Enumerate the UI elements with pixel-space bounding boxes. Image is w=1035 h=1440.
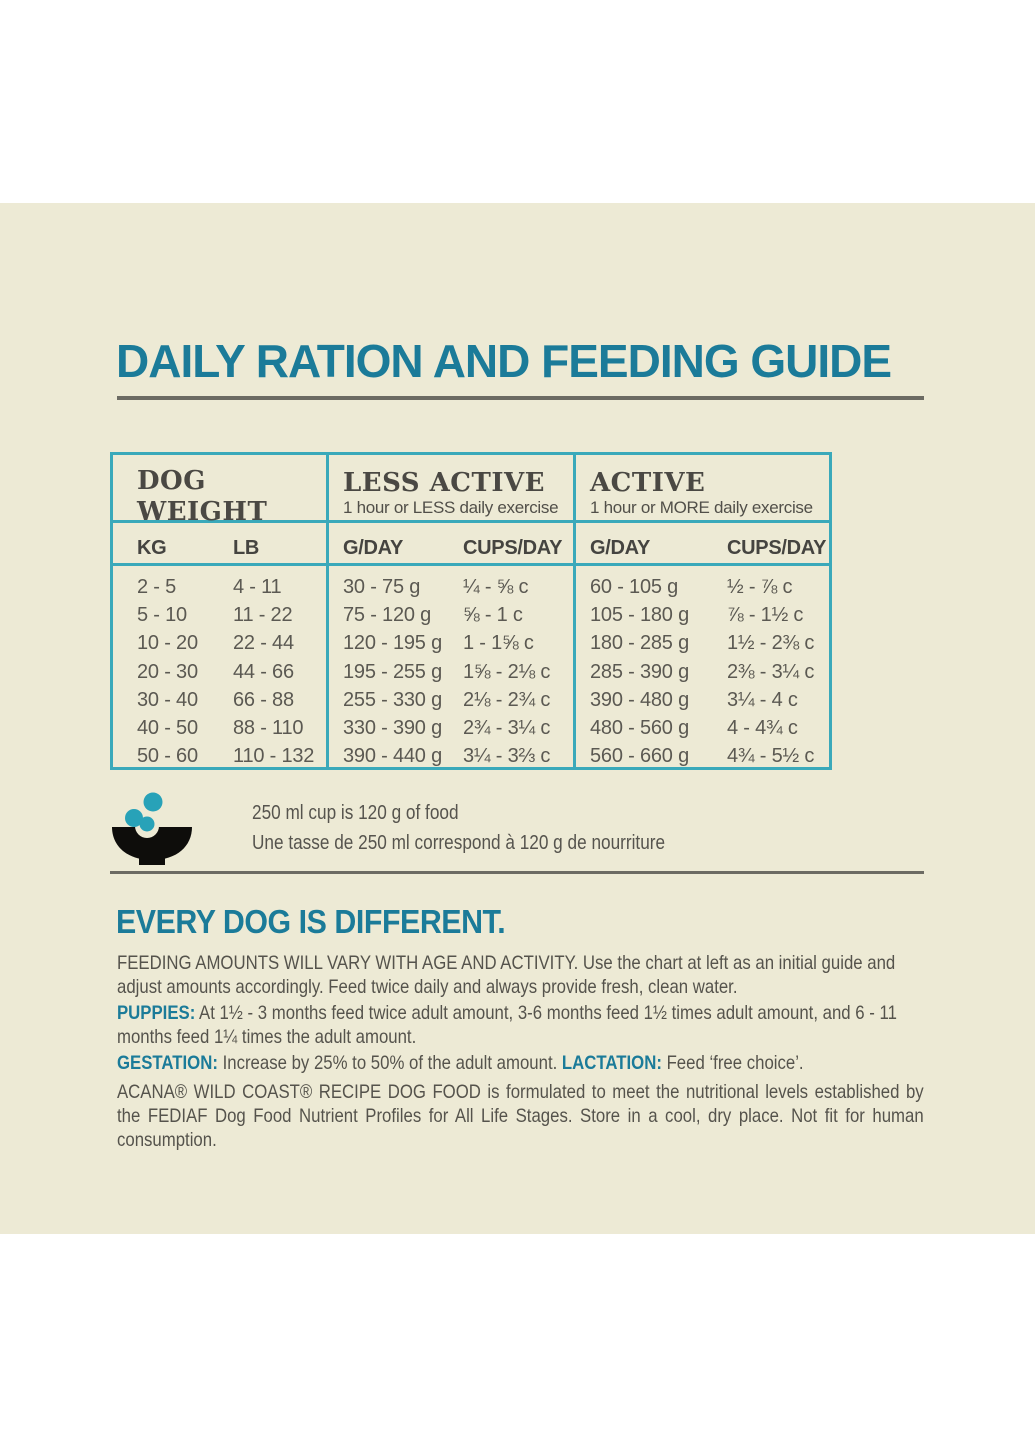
table-cell: 60 - 105 g bbox=[590, 576, 679, 598]
page-title: DAILY RATION AND FEEDING GUIDE bbox=[116, 335, 892, 387]
table-cell: 285 - 390 g bbox=[590, 660, 689, 683]
column-group-less-active: LESS ACTIVE bbox=[343, 468, 545, 498]
table-cell: 5 - 10 bbox=[137, 604, 187, 627]
table-cell: 3¼ - 3⅔ c bbox=[463, 745, 551, 768]
table-cell: 120 - 195 g bbox=[343, 632, 442, 655]
table-cell: 480 - 560 g bbox=[590, 717, 689, 740]
table-cell: 2⅜ - 3¼ c bbox=[727, 660, 815, 683]
table-cell: 2¾ - 3¼ c bbox=[463, 717, 551, 740]
formulation-paragraph: ACANA® WILD COAST® RECIPE DOG FOOD is fo… bbox=[117, 1081, 924, 1151]
column-header-cupsday-2: CUPS/DAY bbox=[727, 537, 827, 559]
table-cell: 390 - 480 g bbox=[590, 688, 689, 711]
table-cell: 560 - 660 g bbox=[590, 745, 689, 768]
table-column-lb: 4 - 11 11 - 22 22 - 44 44 - 66 66 - 88 88 - 1… bbox=[233, 573, 314, 770]
column-header-lb: LB bbox=[233, 537, 260, 559]
puppies-text: At 1½ - 3 months feed twice adult amount… bbox=[117, 1002, 897, 1048]
table-cell: 180 - 285 g bbox=[590, 632, 689, 655]
food-bowl-icon bbox=[112, 792, 192, 865]
table-cell: ⅞ - 1½ c bbox=[727, 604, 804, 627]
table-cell: 4 - 4¾ c bbox=[727, 717, 798, 740]
feeding-guide-table: DOG WEIGHT LESS ACTIVE 1 hour or LESS da… bbox=[110, 452, 832, 770]
table-cell: 2 - 5 bbox=[137, 576, 177, 598]
section-heading: EVERY DOG IS DIFFERENT. bbox=[116, 903, 506, 940]
table-cell: 390 - 440 g bbox=[343, 745, 442, 768]
table-cell: 110 - 132 bbox=[233, 745, 315, 768]
table-cell: ⅝ - 1 c bbox=[463, 604, 523, 627]
table-cell: 44 - 66 bbox=[233, 660, 294, 683]
lactation-label: LACTATION: bbox=[561, 1052, 662, 1074]
table-divider-horizontal bbox=[113, 563, 829, 566]
table-cell: 75 - 120 g bbox=[343, 604, 432, 627]
table-cell: 30 - 40 bbox=[137, 688, 198, 711]
table-cell: 4¾ - 5½ c bbox=[727, 745, 815, 768]
table-cell: 2⅛ - 2¾ c bbox=[463, 688, 551, 711]
table-cell: 330 - 390 g bbox=[343, 717, 442, 740]
cup-note-fr: Une tasse de 250 ml correspond à 120 g d… bbox=[252, 831, 666, 854]
table-cell: 50 - 60 bbox=[137, 745, 198, 768]
column-group-dog-weight: DOG WEIGHT bbox=[137, 466, 268, 527]
column-header-gday-1: G/DAY bbox=[343, 537, 404, 559]
table-cell: 195 - 255 g bbox=[343, 660, 442, 683]
table-cell: 105 - 180 g bbox=[590, 604, 689, 627]
column-header-kg: KG bbox=[137, 537, 167, 559]
table-cell: ½ - ⅞ c bbox=[727, 576, 793, 598]
table-cell: 10 - 20 bbox=[137, 632, 198, 655]
section-divider bbox=[110, 871, 924, 874]
table-column-cupsday-active: ½ - ⅞ c ⅞ - 1½ c 1½ - 2⅜ c 2⅜ - 3¼ c 3¼ - 4 … bbox=[727, 573, 814, 770]
table-cell: 255 - 330 g bbox=[343, 688, 442, 711]
gestation-label: GESTATION: bbox=[117, 1052, 218, 1074]
column-group-less-active-subtitle: 1 hour or LESS daily exercise bbox=[343, 498, 559, 517]
table-cell: 22 - 44 bbox=[233, 632, 294, 655]
cup-conversion-note: 250 ml cup is 120 g of food Une tasse de… bbox=[252, 799, 768, 858]
gestation-lactation-paragraph: GESTATION: Increase by 25% to 50% of the… bbox=[117, 1051, 924, 1075]
table-cell: ¼ - ⅝ c bbox=[463, 576, 529, 598]
column-header-cupsday-1: CUPS/DAY bbox=[463, 537, 563, 559]
table-divider-vertical bbox=[573, 455, 576, 767]
table-cell: 40 - 50 bbox=[137, 717, 198, 740]
puppies-label: PUPPIES: bbox=[117, 1002, 196, 1024]
table-cell: 1½ - 2⅜ c bbox=[727, 632, 815, 655]
cup-note-en: 250 ml cup is 120 g of food bbox=[252, 802, 459, 824]
table-column-kg: 2 - 5 5 - 10 10 - 20 20 - 30 30 - 40 40 - 50 5… bbox=[137, 573, 198, 770]
table-cell: 1 - 1⅝ c bbox=[463, 632, 534, 655]
table-divider-horizontal bbox=[113, 520, 829, 523]
gestation-text: Increase by 25% to 50% of the adult amou… bbox=[217, 1052, 562, 1074]
table-column-gday-less-active: 30 - 75 g 75 - 120 g 120 - 195 g 195 - 255 … bbox=[343, 573, 442, 770]
table-cell: 20 - 30 bbox=[137, 660, 198, 683]
column-group-active: ACTIVE bbox=[590, 468, 706, 498]
puppies-paragraph: PUPPIES: At 1½ - 3 months feed twice adu… bbox=[117, 1001, 924, 1049]
feeding-amounts-paragraph: FEEDING AMOUNTS WILL VARY WITH AGE AND A… bbox=[117, 952, 896, 998]
lactation-text: Feed ‘free choice’. bbox=[661, 1052, 804, 1074]
table-cell: 1⅝ - 2⅛ c bbox=[463, 660, 551, 683]
table-cell: 66 - 88 bbox=[233, 688, 294, 711]
table-divider-vertical bbox=[326, 455, 329, 767]
column-group-active-subtitle: 1 hour or MORE daily exercise bbox=[590, 498, 813, 517]
table-cell: 3¼ - 4 c bbox=[727, 688, 798, 711]
table-cell: 11 - 22 bbox=[233, 604, 293, 627]
table-cell: 30 - 75 g bbox=[343, 576, 421, 598]
table-column-gday-active: 60 - 105 g 105 - 180 g 180 - 285 g 285 - 39… bbox=[590, 573, 689, 770]
column-header-gday-2: G/DAY bbox=[590, 537, 651, 559]
table-cell: 4 - 11 bbox=[233, 576, 282, 598]
table-cell: 88 - 110 bbox=[233, 717, 304, 740]
table-column-cupsday-less-active: ¼ - ⅝ c ⅝ - 1 c 1 - 1⅝ c 1⅝ - 2⅛ c 2⅛ - 2¾ c… bbox=[463, 573, 550, 770]
title-underline bbox=[117, 396, 924, 400]
